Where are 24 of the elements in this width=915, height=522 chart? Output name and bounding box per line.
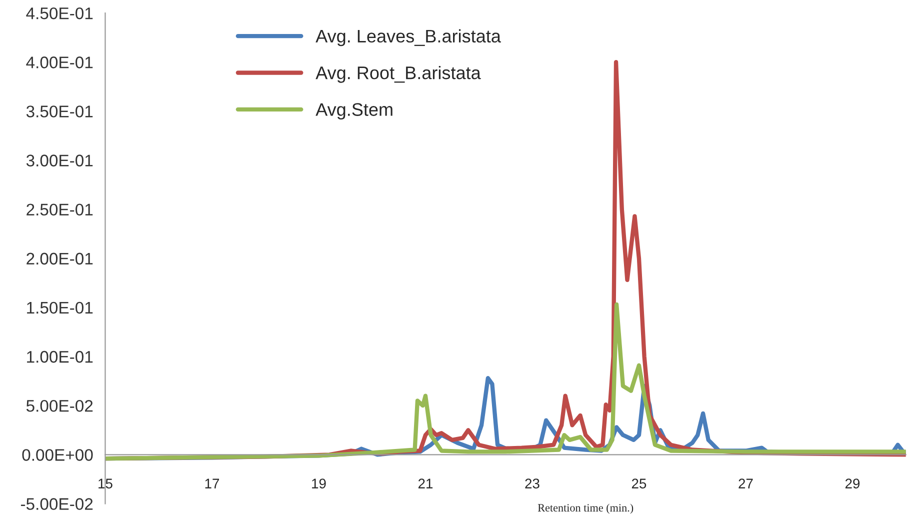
y-tick-label: 3.00E-01 — [26, 154, 93, 166]
x-tick-label: 27 — [738, 478, 753, 488]
x-tick-label: 17 — [205, 478, 220, 488]
y-tick-label: 4.00E-01 — [26, 56, 93, 68]
y-tick-label: 5.00E-02 — [26, 400, 93, 412]
legend-label: Avg.Stem — [316, 103, 392, 120]
y-tick-label: 2.50E-01 — [26, 204, 93, 216]
y-tick-label: 1.00E-01 — [27, 350, 93, 363]
y-tick-label: 0.00E+00 — [22, 449, 93, 461]
line-series — [105, 302, 906, 461]
x-axis-title: Retention time (min.) — [538, 504, 634, 514]
legend-label: Avg. Root_B.aristata — [316, 66, 481, 83]
x-tick-label: 21 — [418, 478, 433, 488]
y-tick-label: 3.50E-01 — [26, 106, 93, 118]
y-tick-label: -5.00E-02 — [20, 498, 93, 510]
x-tick-label: 19 — [312, 478, 326, 488]
y-tick-label: 2.00E-01 — [26, 252, 93, 265]
x-tick-label: 25 — [632, 478, 646, 488]
y-tick-label: 4.50E-01 — [26, 7, 93, 20]
y-tick-label: 1.50E-01 — [27, 302, 93, 314]
x-tick-label: 29 — [845, 478, 860, 488]
x-tick-label: 23 — [525, 478, 540, 488]
x-tick-label: 15 — [98, 478, 112, 488]
legend-label: Avg. Leaves_B.aristata — [316, 29, 501, 46]
